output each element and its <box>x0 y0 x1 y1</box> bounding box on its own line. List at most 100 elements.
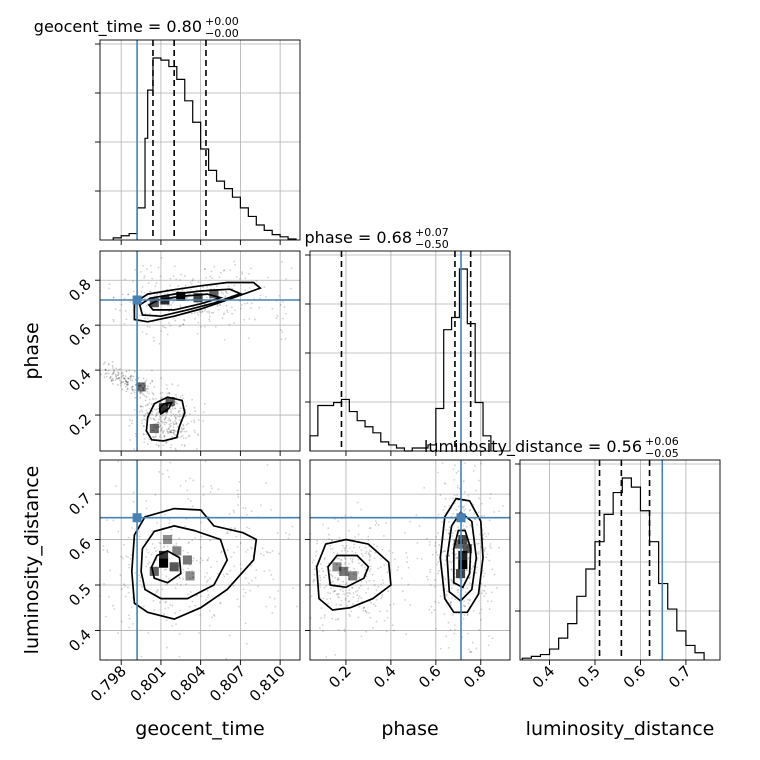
sample-point <box>316 542 318 545</box>
sample-point <box>173 265 176 268</box>
sample-point <box>105 375 108 378</box>
sample-point <box>393 629 395 632</box>
sample-point <box>320 567 323 570</box>
sample-point <box>465 568 468 571</box>
sample-point <box>204 700 206 702</box>
sample-point <box>295 531 297 533</box>
sample-point <box>111 373 114 376</box>
sample-point <box>47 357 49 359</box>
sample-point <box>388 550 391 552</box>
sample-point <box>169 604 172 606</box>
sample-point <box>248 317 251 320</box>
sample-point <box>189 292 192 295</box>
sample-point <box>156 422 159 424</box>
sample-point <box>312 579 315 582</box>
title-upper-error: +0.06 <box>645 435 679 448</box>
sample-point <box>480 608 483 611</box>
sample-point <box>471 641 474 644</box>
x-tick-label-luminosity_distance: 0.6 <box>620 662 650 692</box>
sample-point <box>498 546 500 549</box>
sample-point <box>344 599 347 601</box>
sample-point <box>114 308 117 311</box>
sample-point <box>138 535 141 538</box>
sample-point <box>441 521 443 523</box>
sample-point <box>159 430 162 432</box>
sample-point <box>360 564 363 567</box>
density-cell <box>458 560 468 570</box>
sample-point <box>172 431 175 434</box>
sample-point <box>346 550 349 553</box>
sample-point <box>472 610 475 612</box>
sample-point <box>147 388 149 390</box>
sample-point <box>475 647 478 650</box>
sample-point <box>307 535 309 537</box>
density-cell <box>172 546 182 556</box>
sample-point <box>165 326 167 329</box>
sample-point <box>375 589 378 592</box>
sample-point <box>323 586 326 589</box>
sample-point <box>437 561 440 564</box>
sample-point <box>482 575 485 578</box>
sample-point <box>454 529 457 532</box>
sample-point <box>141 453 143 455</box>
sample-point <box>219 602 221 605</box>
sample-point <box>151 379 154 382</box>
sample-point <box>148 326 151 329</box>
sample-point <box>148 402 151 405</box>
sample-point <box>208 320 211 323</box>
sample-point <box>389 604 392 606</box>
sample-point <box>185 405 188 408</box>
sample-point <box>70 310 72 312</box>
sample-point <box>244 507 247 510</box>
sample-point <box>192 576 195 579</box>
sample-point <box>107 287 110 290</box>
sample-point <box>472 470 475 472</box>
sample-point <box>197 281 200 284</box>
sample-point <box>144 413 147 416</box>
sample-point <box>129 379 132 381</box>
sample-point <box>125 555 128 558</box>
sample-point <box>104 369 107 371</box>
sample-point <box>150 369 153 372</box>
sample-point <box>330 539 333 542</box>
sample-point <box>153 436 156 439</box>
sample-point <box>172 423 175 426</box>
sample-point <box>380 583 383 586</box>
sample-point <box>241 304 243 306</box>
panel-frame <box>99 459 301 661</box>
sample-point <box>173 544 176 547</box>
sample-point <box>175 278 178 281</box>
sample-point <box>392 603 395 605</box>
sample-point <box>146 304 148 307</box>
sample-point <box>305 604 307 606</box>
sample-point <box>117 377 120 380</box>
sample-point <box>206 580 208 583</box>
sample-point <box>240 567 243 570</box>
sample-point <box>160 427 162 430</box>
sample-point <box>152 417 155 420</box>
sample-point <box>280 338 283 341</box>
sample-point <box>482 538 485 541</box>
sample-point <box>210 311 213 314</box>
sample-point <box>159 601 161 604</box>
sample-point <box>95 576 97 578</box>
sample-point <box>168 417 170 420</box>
sample-point <box>224 296 227 299</box>
sample-point <box>409 604 412 606</box>
sample-point <box>204 309 206 312</box>
sample-point <box>161 392 164 394</box>
sample-point <box>199 613 201 616</box>
sample-point <box>171 435 174 438</box>
sample-point <box>337 577 340 579</box>
sample-point <box>223 312 226 315</box>
sample-point <box>449 602 452 605</box>
sample-point <box>132 375 135 378</box>
sample-point <box>266 463 269 466</box>
sample-point <box>442 509 445 511</box>
sample-point <box>407 566 410 569</box>
sample-point <box>450 568 453 571</box>
sample-point <box>179 278 182 281</box>
sample-point <box>247 272 250 275</box>
sample-point <box>151 397 154 400</box>
sample-point <box>157 453 159 455</box>
